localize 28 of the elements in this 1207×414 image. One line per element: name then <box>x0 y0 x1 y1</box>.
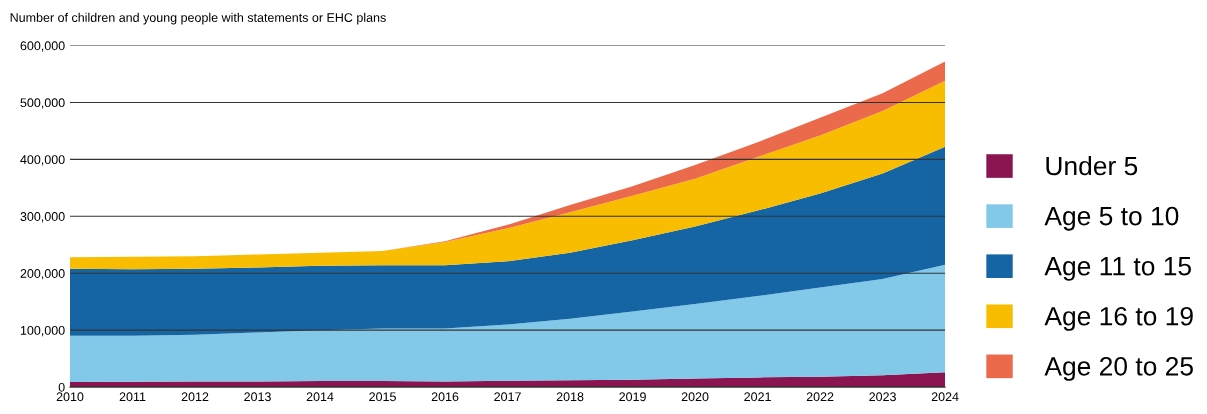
legend-label: Age 16 to 19 <box>1044 306 1193 331</box>
x-tick-label: 2023 <box>869 392 896 402</box>
x-tick-label: 2015 <box>369 392 396 402</box>
chart-title: Number of children and young people with statements or EHC plans <box>10 12 386 25</box>
x-tick-label: 2024 <box>931 392 959 402</box>
legend-label: Age 11 to 15 <box>1044 257 1191 281</box>
x-tick-label: 2016 <box>431 392 459 402</box>
x-tick-label: 2012 <box>181 392 209 402</box>
x-tick-label: 2014 <box>306 392 334 402</box>
x-tick-label: 2021 <box>744 392 771 402</box>
x-tick-label: 2022 <box>806 392 834 402</box>
y-tick-label: 300,000 <box>20 212 65 223</box>
x-tick-label: 2020 <box>681 392 709 402</box>
y-tick-label: 600,000 <box>20 41 65 52</box>
x-tick-label: 2017 <box>494 392 521 402</box>
y-tick-label: 500,000 <box>20 98 65 109</box>
x-tick-label: 2019 <box>619 392 646 402</box>
x-tick-label: 2018 <box>556 392 584 402</box>
y-tick-label: 100,000 <box>20 325 65 337</box>
legend-label: Age 20 to 25 <box>1044 356 1193 381</box>
legend-label: Age 5 to 10 <box>1044 206 1179 231</box>
y-tick-label: 400,000 <box>20 155 65 166</box>
x-tick-label: 2010 <box>56 392 84 402</box>
y-tick-label: 0 <box>58 382 65 392</box>
y-tick-label: 200,000 <box>20 269 65 280</box>
x-tick-label: 2011 <box>119 392 146 402</box>
x-tick-label: 2013 <box>244 392 271 402</box>
legend-label: Under 5 <box>1046 155 1138 176</box>
